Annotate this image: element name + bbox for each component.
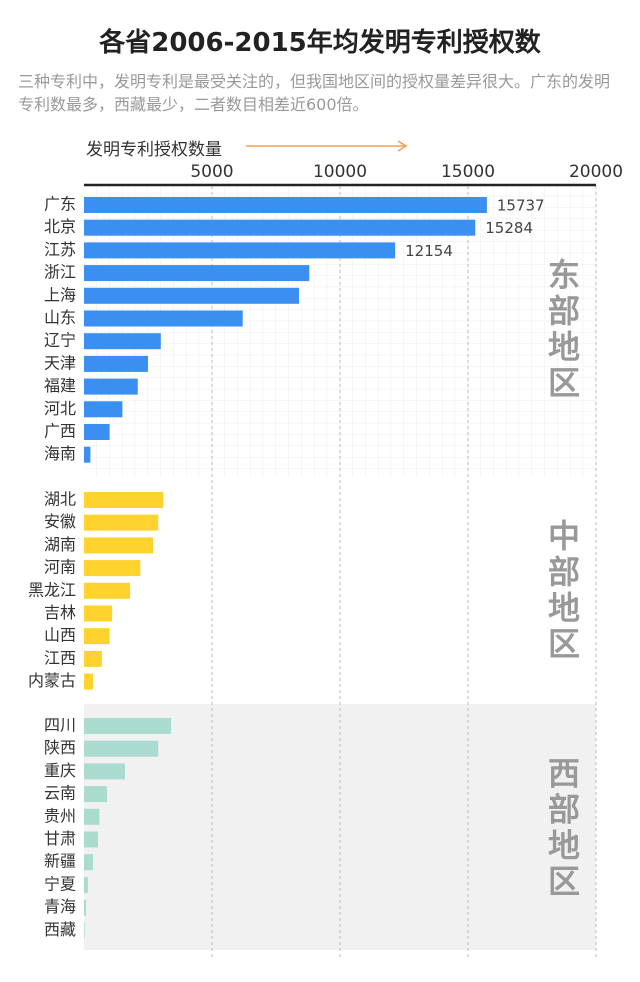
category-label: 宁夏 (44, 874, 76, 893)
x-axis-label: 发明专利授权数量 (86, 140, 222, 160)
category-label: 广西 (44, 422, 76, 441)
bar (84, 763, 125, 780)
category-label: 北京 (44, 217, 76, 236)
value-label: 15737 (497, 197, 545, 215)
bar (84, 740, 159, 757)
bar (84, 922, 85, 939)
category-label: 四川 (44, 716, 76, 735)
bar (84, 786, 108, 803)
bar (84, 582, 131, 599)
category-label: 黑龙江 (28, 580, 76, 599)
bar (84, 333, 161, 350)
bar (84, 197, 487, 213)
category-label: 山西 (44, 626, 76, 645)
category-label: 江苏 (44, 240, 76, 259)
bar (84, 628, 110, 645)
region-label: 东部地区 (543, 257, 581, 402)
value-label: 12154 (405, 242, 453, 260)
bar (84, 831, 99, 848)
category-label: 广东 (44, 195, 76, 214)
x-tick-label: 15000 (441, 162, 495, 182)
x-tick-label: 10000 (313, 162, 367, 182)
bar (84, 876, 88, 893)
category-label: 湖南 (44, 535, 76, 554)
category-label: 江西 (44, 648, 76, 667)
bar (84, 537, 154, 554)
category-label: 湖北 (44, 490, 76, 509)
category-label: 安徽 (44, 512, 76, 531)
bar (84, 401, 123, 418)
bar (84, 355, 148, 372)
category-label: 河北 (44, 399, 76, 418)
bar (84, 242, 396, 259)
category-label: 陕西 (44, 738, 76, 757)
category-label: 辽宁 (44, 331, 76, 350)
bar (84, 854, 93, 871)
bar (84, 446, 91, 463)
category-label: 天津 (44, 353, 76, 372)
category-label: 西藏 (44, 920, 76, 939)
bar (84, 650, 102, 667)
category-label: 浙江 (44, 263, 76, 282)
category-label: 重庆 (44, 761, 76, 780)
category-label: 吉林 (44, 603, 76, 622)
category-label: 青海 (44, 897, 76, 916)
bar (84, 287, 300, 304)
category-label: 上海 (44, 285, 76, 304)
category-label: 山东 (44, 308, 76, 327)
bar (84, 492, 164, 508)
x-tick-label: 5000 (190, 162, 233, 182)
category-label: 甘肃 (44, 829, 76, 848)
category-label: 福建 (44, 376, 76, 395)
bar (84, 378, 138, 395)
bar (84, 808, 100, 825)
chart-title: 各省2006-2015年均发明专利授权数 (99, 28, 541, 58)
bar (84, 605, 113, 622)
category-label: 贵州 (44, 806, 76, 825)
category-label: 内蒙古 (28, 671, 76, 690)
chart-subtitle: 三种专利中，发明专利是最受关注的，但我国地区间的授权量差异很大。广东的发明专利数… (18, 72, 611, 114)
bar (84, 899, 87, 916)
region-label: 西部地区 (543, 756, 581, 900)
x-tick-label: 20000 (569, 162, 623, 182)
bar (84, 718, 172, 734)
bar (84, 219, 476, 236)
value-label: 15284 (485, 219, 533, 237)
category-label: 云南 (44, 784, 76, 803)
bar (84, 514, 159, 531)
region-label: 中部地区 (543, 519, 581, 663)
bar (84, 310, 243, 327)
bar (84, 424, 110, 440)
axis-arrow-head (397, 140, 408, 152)
bar (84, 673, 93, 690)
bar (84, 560, 141, 577)
category-label: 海南 (44, 444, 76, 463)
category-label: 新疆 (44, 852, 76, 871)
category-label: 河南 (44, 558, 76, 577)
bar (84, 265, 310, 282)
